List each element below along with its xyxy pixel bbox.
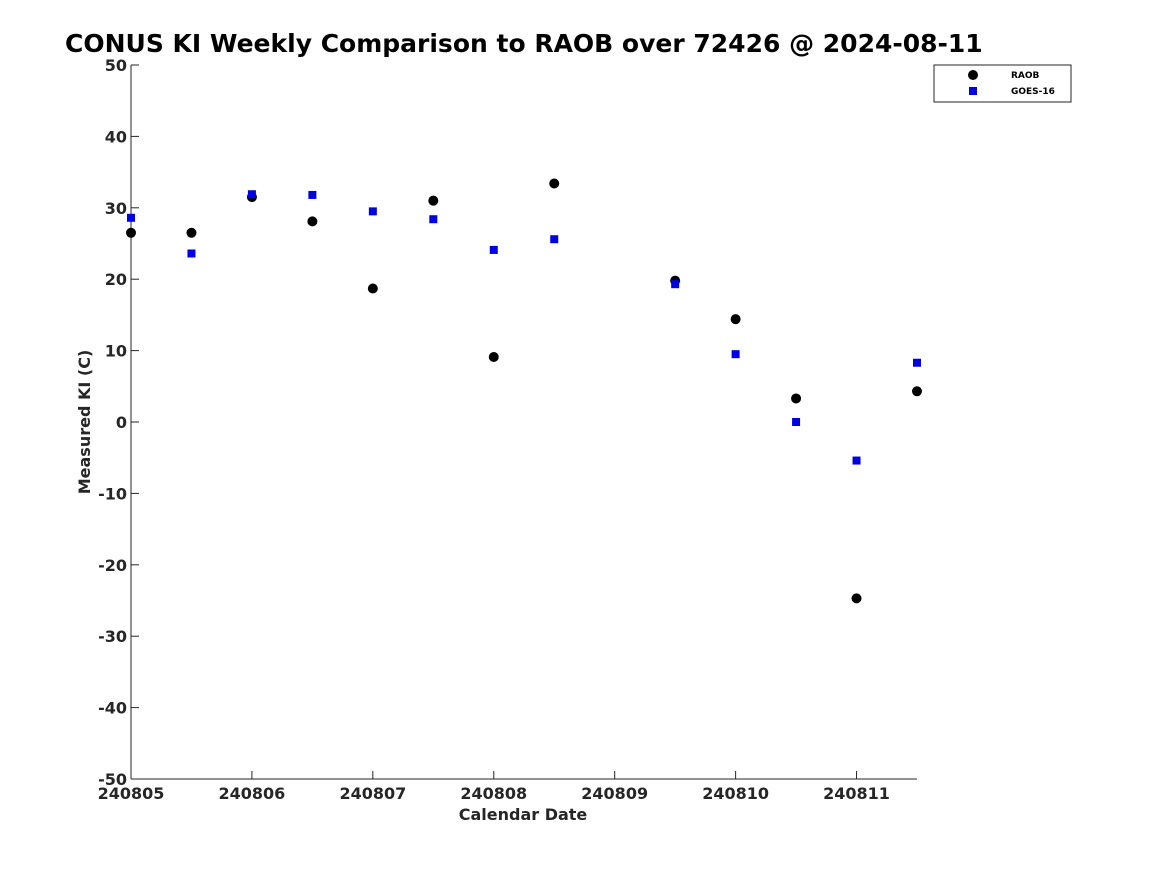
- raob-point: [912, 386, 922, 397]
- data-points: [126, 178, 922, 604]
- y-tick-label: 50: [105, 56, 127, 75]
- y-tick-label: 30: [105, 199, 127, 218]
- raob-point: [791, 393, 802, 404]
- goes16-point: [247, 190, 256, 199]
- raob-point: [126, 227, 136, 238]
- raob-point: [186, 227, 197, 238]
- y-axis-label: Measured KI (C): [75, 350, 94, 495]
- y-tick-label: -20: [98, 556, 127, 575]
- goes16-point: [429, 215, 438, 224]
- goes16-point: [489, 245, 498, 254]
- goes16-point: [852, 456, 861, 465]
- x-tick-label: 240805: [98, 784, 165, 803]
- raob-point: [549, 178, 560, 189]
- x-tick-label: 240807: [339, 784, 406, 803]
- chart-title: CONUS KI Weekly Comparison to RAOB over …: [65, 29, 983, 58]
- y-tick-label: -10: [98, 484, 127, 503]
- goes16-point: [792, 418, 801, 426]
- goes16-point: [127, 213, 135, 222]
- goes16-point: [731, 350, 740, 359]
- legend-marker-raob: [968, 70, 978, 80]
- y-tick-label: -40: [98, 699, 127, 718]
- y-tick-label: -50: [98, 770, 127, 789]
- y-ticks: 50 40 30 20 10 0 -10 -20 -30 -40 -50: [98, 56, 139, 789]
- x-tick-label: 240811: [823, 784, 890, 803]
- y-tick-label: 10: [105, 342, 127, 361]
- goes16-point: [913, 358, 921, 367]
- x-tick-label: 240806: [219, 784, 286, 803]
- goes16-point: [187, 249, 196, 258]
- goes16-point: [368, 207, 377, 216]
- raob-point: [428, 195, 439, 206]
- legend-label: GOES-16: [1011, 87, 1055, 97]
- raob-point: [367, 283, 378, 294]
- legend-entries: RAOB GOES-16: [968, 70, 1055, 97]
- raob-point: [307, 216, 318, 227]
- y-tick-label: 40: [105, 127, 127, 146]
- raob-point: [851, 593, 862, 604]
- goes16-point: [671, 280, 680, 289]
- y-tick-label: -30: [98, 627, 127, 646]
- y-tick-label: 0: [116, 413, 127, 432]
- x-tick-label: 240808: [460, 784, 527, 803]
- x-tick-label: 240809: [581, 784, 648, 803]
- legend: RAOB GOES-16: [933, 64, 1072, 103]
- raob-point: [730, 314, 741, 325]
- goes16-point: [550, 235, 559, 244]
- y-tick-label: 20: [105, 270, 127, 289]
- x-axis-label: Calendar Date: [459, 805, 588, 824]
- raob-point: [488, 352, 499, 363]
- series-goes-16: [127, 190, 921, 465]
- legend-marker-goes16: [969, 87, 977, 95]
- legend-box: [933, 64, 1072, 103]
- x-tick-label: 240810: [702, 784, 769, 803]
- legend-label: RAOB: [1011, 71, 1040, 81]
- x-ticks: 240805 240806 240807 240808 240809 240810 2408…: [98, 771, 890, 803]
- goes16-point: [308, 190, 317, 199]
- series-raob: [126, 178, 922, 604]
